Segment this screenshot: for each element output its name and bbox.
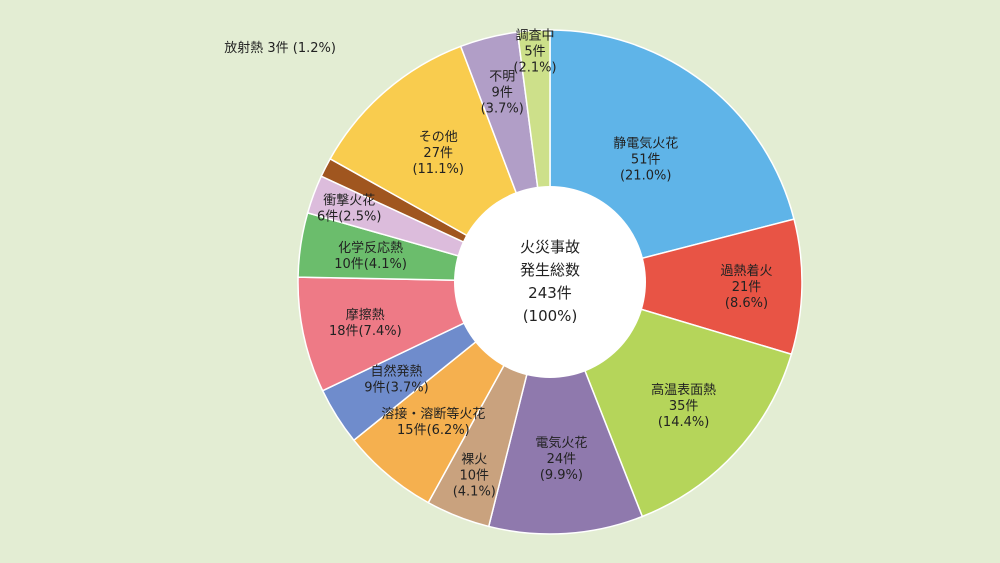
center-line-4: (100%) [523,307,578,325]
slice-name: 化学反応熱 [338,240,403,256]
slice-count-label: 24件 [547,452,577,467]
slice-percent-label: (4.1%) [453,484,496,499]
slice-count-label: 51件 [631,153,661,168]
slice-count-label: 15件(6.2%) [397,423,470,438]
slice-percent-label: (2.1%) [513,61,556,76]
slice-name: 電気火花 [535,435,587,451]
pie-slice [547,218,803,356]
center-line-1: 火災事故 [520,238,580,256]
center-line-2: 発生総数 [520,261,580,279]
slice-count-label: 21件 [732,280,762,295]
slice-count-label: 5件 [524,45,545,60]
slice-name: 放射熱 3件 (1.2%) [224,40,336,56]
slice-percent-label: (3.7%) [481,101,524,116]
slice-name: 静電気火花 [613,136,678,152]
slice-name: 自然発熱 [370,364,422,380]
center-label: 火災事故 発生総数 243件 (100%) [520,238,580,325]
slice-count-label: 9件(3.7%) [364,381,428,396]
slice-count-label: 10件 [460,468,490,483]
slice-name: 調査中 [515,29,554,44]
slice-percent-label: (21.0%) [620,169,671,184]
slice-count-label: 9件 [492,85,513,100]
slice-name: 衝撃火花 [323,192,375,208]
slice-percent-label: (14.4%) [658,415,709,430]
slice-count-label: 6件(2.5%) [317,209,381,224]
pie-slice [487,279,644,535]
donut-hole [454,186,646,378]
slice-name: 不明 [489,69,515,84]
slice-name: 摩擦熱 [346,307,385,323]
slice-name: 過熱着火 [720,263,772,279]
slice-count-label: 18件(7.4%) [329,324,402,339]
slice-name: その他 [419,130,458,145]
slice-name: 裸火 [461,452,487,467]
slice-percent-label: (8.6%) [725,296,768,311]
slice-name: 溶接・溶断等火花 [381,406,485,422]
slice-percent-label: (9.9%) [540,468,583,483]
slice-name: 高温表面熱 [651,382,716,398]
slice-percent-label: (11.1%) [412,162,463,177]
slice-count-label: 27件 [423,146,453,161]
center-line-3: 243件 [528,284,572,302]
slice-count-label: 10件(4.1%) [334,257,407,272]
slice-count-label: 35件 [669,399,699,414]
